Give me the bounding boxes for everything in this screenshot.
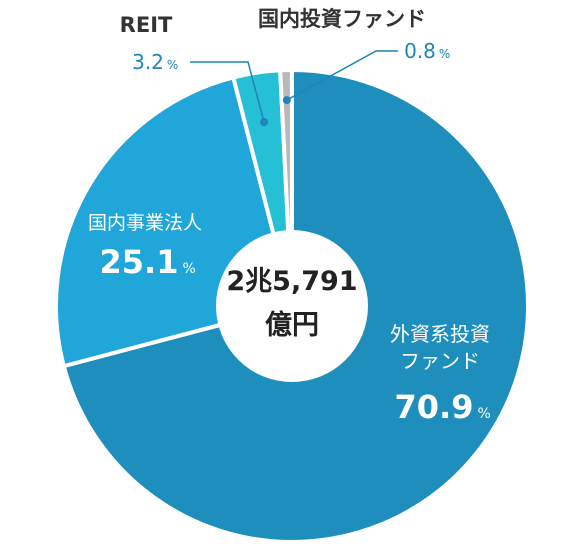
- slice-value-1: 25.1: [100, 243, 179, 281]
- slice-label-0-line-0: 外資系投資: [390, 322, 490, 346]
- slice-value-0: 70.9: [395, 388, 474, 426]
- slice-label-3: 国内投資ファンド: [258, 7, 426, 31]
- donut-hole: [216, 230, 368, 382]
- callout-dot-2: [260, 118, 269, 127]
- slice-label-0-line-1: ファンド: [400, 349, 480, 373]
- slice-value-3: 0.8: [404, 39, 436, 63]
- slice-label-2: REIT: [120, 13, 173, 37]
- callout-line-2: [189, 61, 265, 123]
- slice-unit-2: %: [167, 58, 178, 72]
- slice-unit-0: %: [477, 406, 490, 422]
- center-total-line-0: 2兆5,791: [226, 266, 357, 297]
- callout-dot-3: [282, 96, 291, 105]
- slice-unit-3: %: [439, 47, 450, 61]
- slice-value-2: 3.2: [132, 50, 164, 74]
- slice-label-1-line-0: 国内事業法人: [88, 212, 202, 234]
- callout-line-3: [286, 50, 399, 101]
- slice-unit-1: %: [182, 261, 195, 277]
- center-total-line-1: 億円: [265, 310, 319, 341]
